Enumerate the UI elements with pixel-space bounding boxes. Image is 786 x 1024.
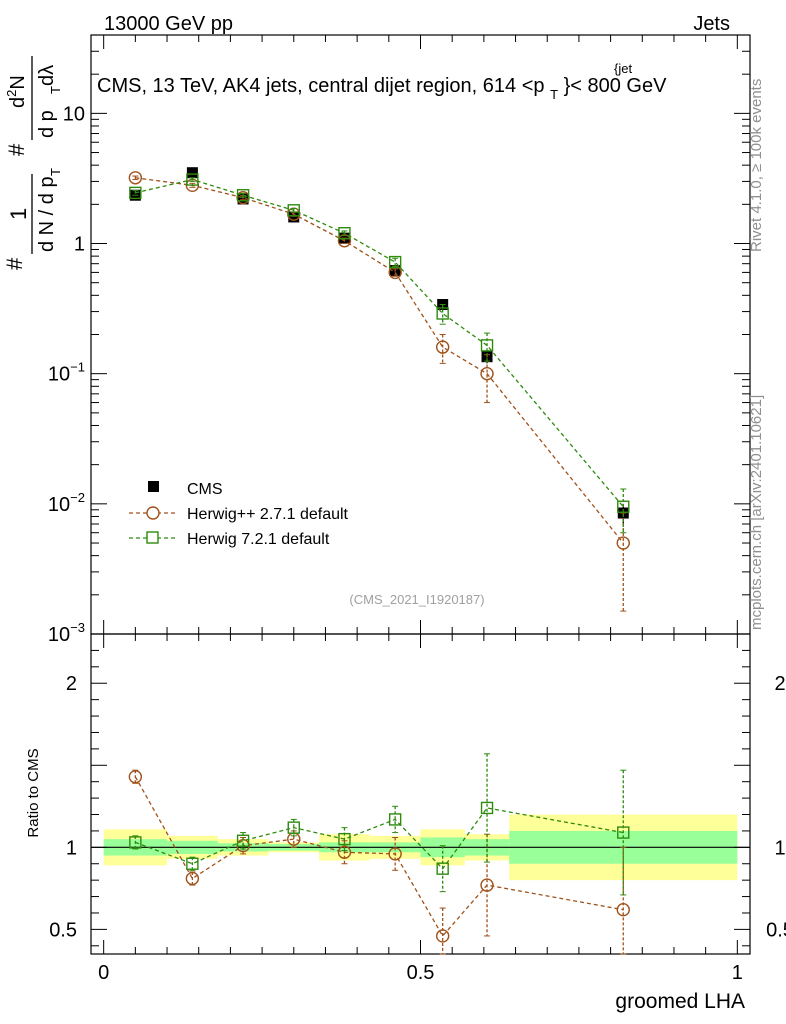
side-text-top: Rivet 4.1.0, ≥ 100k events: [748, 79, 765, 252]
ylabel-d: d: [7, 97, 29, 108]
ylabel-one: 1: [6, 208, 31, 220]
legend: CMS Herwig++ 2.7.1 default Herwig 7.2.1 …: [129, 481, 349, 548]
series-2-ratio-point: [617, 826, 630, 839]
plot-title-end: }< 800 GeV: [564, 75, 668, 97]
series-1-point: [435, 340, 450, 354]
ytick-main-label-base: 10: [48, 364, 70, 386]
series-2-ratio-point: [236, 834, 250, 847]
series-2-point: [287, 204, 300, 217]
ylabel-T2: T: [48, 86, 63, 94]
legend-cms-label: CMS: [187, 481, 223, 498]
legend-herwigpp-label: Herwig++ 2.7.1 default: [187, 506, 349, 523]
series-1-point: [480, 366, 494, 381]
ytick-main-label-base: 10: [48, 494, 70, 516]
ratio-series: [128, 753, 630, 955]
series-2-point: [617, 500, 630, 513]
ytick-main-label: 10: [63, 103, 85, 125]
xtick-label: 0.5: [407, 962, 435, 984]
series-1-ratio-point: [435, 929, 450, 943]
ytick-main-label: 10−1: [48, 360, 85, 386]
ylabel-two: 2: [4, 90, 19, 97]
series-2-point: [388, 255, 402, 269]
ytick-ratio-label-left: 2: [66, 673, 77, 695]
series-2-ratio-point: [287, 821, 300, 834]
series-2-point: [129, 186, 142, 200]
series-1-ratio-point: [388, 847, 402, 861]
legend-herwig7-label: Herwig 7.2.1 default: [187, 531, 330, 548]
plot-title: CMS, 13 TeV, AK4 jets, central dijet reg…: [97, 75, 667, 104]
series-2-point: [236, 189, 250, 202]
legend-herwig7-marker: [146, 531, 159, 544]
series-0-point: [288, 211, 300, 223]
ytick-main-label: 10−3: [48, 620, 85, 646]
series-1-ratio-point: [185, 871, 200, 886]
header-right: Jets: [693, 13, 730, 35]
ytick-ratio-label-right: 1: [774, 837, 785, 859]
series-2-ratio-point: [436, 862, 449, 875]
series-2-ratio-point: [186, 857, 199, 870]
ytick-main-label-exp: −1: [70, 360, 85, 375]
ytick-ratio-label-right: 0.5: [766, 919, 786, 941]
ytick-ratio-label-right: 2: [774, 673, 785, 695]
legend-herwigpp-marker: [146, 506, 160, 520]
side-text-bottom: mcplots.cern.ch [arXiv:2401.10621]: [748, 395, 765, 630]
series-2-point: [480, 339, 494, 352]
series-2-ratio-point: [388, 813, 402, 826]
series-1-ratio-point: [128, 770, 143, 784]
series-2-ratio-point: [129, 836, 142, 849]
series-2-ratio-point: [480, 801, 494, 815]
analysis-tag: (CMS_2021_I1920187): [349, 592, 484, 607]
series-1-ratio-point: [616, 902, 630, 917]
header-left: 13000 GeV pp: [104, 13, 233, 35]
series-2-point: [436, 307, 449, 320]
series-0-point: [186, 167, 198, 179]
ylabel-T1: T: [48, 168, 63, 176]
ylabel-dlambda: dλ: [36, 65, 58, 86]
ytick-ratio-label-left: 0.5: [49, 919, 77, 941]
ytick-main-label-exp: −2: [70, 490, 85, 505]
ytick-main-label: 10−2: [48, 490, 85, 516]
ylabel-ratio: Ratio to CMS: [25, 748, 42, 837]
series-1-point: [128, 171, 143, 185]
xtick-label: 1: [732, 962, 743, 984]
ylabel-dpT: d p: [36, 110, 58, 138]
ratio-frame: [90, 633, 751, 955]
ytick-main-label-base: 10: [48, 624, 70, 646]
xtick-label: 0: [98, 962, 109, 984]
ylabel-hash: #: [2, 257, 27, 270]
ytick-main-label-exp: −3: [70, 620, 85, 635]
ylabel-main: # 1 d N / d p T # d2N d p T dλ: [2, 56, 63, 270]
series-2-ratio-point: [338, 832, 351, 846]
series-2-line: [135, 178, 624, 508]
plot-title-sup: {jet: [614, 61, 632, 76]
series-2-point: [338, 227, 351, 240]
plot-title-sub: T: [550, 87, 558, 102]
series-0-point: [237, 193, 249, 205]
ytick-ratio-label-left: 1: [66, 837, 77, 859]
main-series: [128, 167, 630, 612]
series-1-point: [616, 536, 630, 550]
xlabel: groomed LHA: [615, 990, 745, 1013]
series-1-ratio-point: [480, 878, 494, 892]
series-2-point: [186, 173, 199, 186]
legend-cms-marker: [148, 481, 159, 492]
ytick-main-label: 1: [74, 234, 85, 256]
series-1-ratio-point: [337, 845, 352, 859]
series-1-point: [337, 234, 352, 248]
plot-title-main: CMS, 13 TeV, AK4 jets, central dijet reg…: [97, 75, 545, 97]
ylabel-N: N: [7, 75, 29, 89]
ylabel-hash2: #: [4, 143, 29, 156]
ylabel-d2N: d2N: [4, 75, 29, 108]
ylabel-dN: d N / d p: [36, 176, 58, 252]
